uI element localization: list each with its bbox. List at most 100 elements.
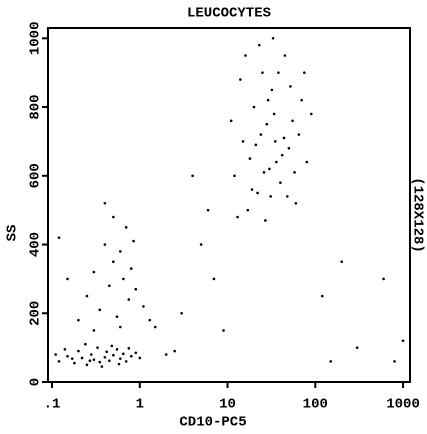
point [70, 357, 74, 360]
point [393, 360, 396, 363]
point [112, 215, 115, 219]
point [92, 329, 96, 332]
y-tick-label: 1000 [28, 22, 44, 56]
point [270, 88, 274, 92]
point [119, 325, 122, 329]
point [250, 188, 254, 191]
point [80, 356, 84, 360]
point [132, 239, 135, 243]
point [100, 365, 104, 368]
point [269, 195, 272, 198]
x-tick-label: 1 [136, 397, 144, 413]
point [329, 360, 333, 363]
point [105, 350, 109, 354]
point [148, 318, 152, 322]
point [66, 354, 69, 358]
point [286, 195, 289, 198]
point [283, 54, 287, 57]
y-tick-label: 200 [28, 301, 44, 326]
point [289, 85, 292, 88]
point [382, 277, 385, 281]
point [206, 208, 210, 212]
y-tick-label: 600 [28, 163, 44, 188]
point [84, 342, 87, 346]
point [279, 181, 282, 184]
plot-frame [47, 27, 411, 383]
x-axis-label: CD10-PC5 [179, 415, 246, 431]
point [103, 243, 107, 246]
point [119, 250, 122, 253]
point [212, 277, 216, 281]
point [88, 359, 92, 362]
side-label: (128X128) [409, 177, 425, 253]
point [244, 54, 247, 57]
point [63, 348, 67, 351]
point [57, 236, 61, 239]
point [77, 318, 80, 322]
point [112, 260, 115, 264]
point [320, 294, 324, 298]
point [103, 355, 107, 359]
point [85, 363, 89, 367]
point [282, 136, 286, 140]
point [287, 146, 291, 150]
point [180, 311, 183, 315]
x-tick-label: 1000 [386, 397, 420, 413]
point [248, 157, 252, 160]
point [355, 346, 359, 349]
point [122, 352, 125, 356]
point [303, 71, 306, 74]
y-tick-label: 0 [28, 378, 44, 386]
chart-title: LEUCOCYTES [187, 6, 271, 22]
point [89, 353, 93, 356]
point [222, 329, 225, 332]
point [261, 71, 264, 74]
point [401, 339, 405, 343]
point [257, 43, 261, 47]
point [271, 37, 275, 40]
point [127, 347, 131, 350]
point [297, 133, 301, 136]
point [309, 112, 313, 116]
point [127, 298, 131, 301]
point [115, 315, 119, 318]
point [117, 362, 121, 366]
point [164, 353, 168, 356]
point [77, 349, 80, 353]
point [115, 348, 119, 351]
point [239, 78, 242, 81]
point [273, 140, 277, 143]
point [275, 160, 278, 164]
point [246, 208, 250, 212]
point [254, 143, 258, 147]
point [262, 171, 266, 174]
y-axis-label: SS [5, 225, 21, 242]
point [96, 346, 99, 349]
point [85, 294, 89, 298]
point [124, 360, 128, 363]
point [129, 354, 133, 358]
point [129, 267, 133, 270]
point [142, 305, 145, 308]
point [134, 287, 138, 291]
point [103, 201, 107, 205]
point [268, 167, 271, 171]
point [110, 344, 114, 348]
point [256, 191, 259, 195]
x-tick-label: .1 [44, 397, 61, 413]
point [153, 325, 157, 329]
point [112, 353, 115, 357]
point [229, 119, 233, 123]
point [134, 351, 138, 355]
point [108, 359, 111, 362]
point [305, 160, 309, 164]
point [272, 112, 276, 116]
x-tick-label: 10 [219, 397, 236, 413]
point [92, 270, 96, 274]
point [300, 98, 303, 102]
point [277, 71, 280, 74]
point [233, 174, 236, 178]
point [108, 284, 111, 288]
point [173, 349, 176, 353]
x-tick-label: 100 [303, 397, 328, 413]
